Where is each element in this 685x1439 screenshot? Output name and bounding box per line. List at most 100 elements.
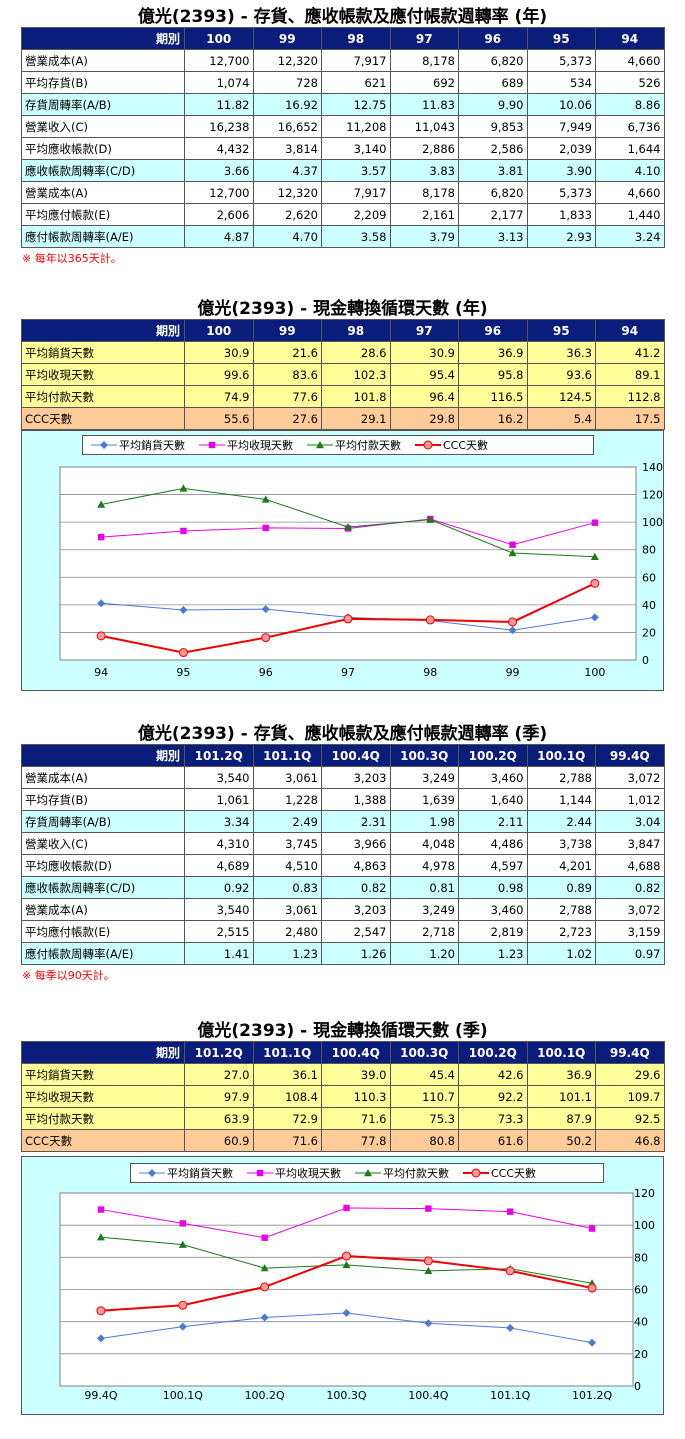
table-row: CCC天數 60.9 71.6 77.8 80.8 61.6 50.2 46.8 xyxy=(21,1129,665,1152)
table-cell: 0.83 xyxy=(252,876,322,899)
table-row: 存貨周轉率(A/B) 3.34 2.49 2.31 1.98 2.11 2.44 3.04 xyxy=(21,810,665,833)
row-label: 應收帳款周轉率(C/D) xyxy=(21,876,185,899)
table-cell: 2,788 xyxy=(526,898,596,921)
y-tick-label: 20 xyxy=(642,626,656,639)
data-point xyxy=(342,1260,351,1269)
legend-label: CCC天數 xyxy=(443,439,489,452)
y-tick-label: 120 xyxy=(634,1187,655,1200)
table-cell: 9.90 xyxy=(458,93,528,116)
table-cell: 77.8 xyxy=(321,1129,391,1152)
table-cell: 3.81 xyxy=(458,159,528,182)
data-point xyxy=(590,578,600,588)
data-point xyxy=(97,533,105,541)
data-point xyxy=(344,523,352,531)
table-cell: 11.82 xyxy=(184,93,254,116)
period-header: 99.4Q xyxy=(595,744,665,767)
table-cell: 110.3 xyxy=(321,1085,391,1108)
table-cell: 4.10 xyxy=(595,159,665,182)
table-cell: 73.3 xyxy=(458,1107,528,1130)
legend-label: 平均銷貨天數 xyxy=(119,439,185,452)
table-cell: 72.9 xyxy=(252,1107,322,1130)
table-cell: 101.8 xyxy=(321,385,391,408)
period-header: 100.3Q xyxy=(389,744,459,767)
table-cell: 4,688 xyxy=(595,854,665,877)
table-cell: 3,140 xyxy=(321,137,391,160)
legend-item: 平均銷貨天數 xyxy=(139,1165,233,1181)
y-tick-label: 40 xyxy=(642,599,656,612)
row-label: 應付帳款周轉率(A/E) xyxy=(21,225,185,248)
data-point xyxy=(505,1266,515,1276)
square-marker-icon xyxy=(247,1169,273,1177)
legend-label: 平均銷貨天數 xyxy=(167,1167,233,1180)
row-label: CCC天數 xyxy=(21,407,185,430)
period-header: 95 xyxy=(526,319,596,342)
table-cell: 101.1 xyxy=(526,1085,596,1108)
legend-item: 平均收現天數 xyxy=(199,437,293,453)
header-row: 期別 101.2Q 101.1Q 100.4Q 100.3Q 100.2Q 100.1Q 99… xyxy=(21,744,665,767)
table-cell: 5,373 xyxy=(526,49,596,72)
table-cell: 108.4 xyxy=(252,1085,322,1108)
table-cell: 46.8 xyxy=(595,1129,665,1152)
table-cell: 2,177 xyxy=(458,203,528,226)
table-cell: 36.9 xyxy=(526,1063,596,1086)
row-label: 存貨周轉率(A/B) xyxy=(21,810,185,833)
table-cell: 3.83 xyxy=(389,159,459,182)
x-tick-label: 101.1Q xyxy=(490,1389,530,1402)
table-row: 營業成本(A) 12,700 12,320 7,917 8,178 6,820 5,373 4… xyxy=(21,49,665,72)
table-cell: 3,061 xyxy=(252,898,322,921)
table-cell: 2,723 xyxy=(526,920,596,943)
table-row: 平均應收帳款(D) 4,432 3,814 3,140 2,886 2,586 2,039 1… xyxy=(21,137,665,160)
period-header: 98 xyxy=(321,319,391,342)
annual-ccc-chart: 平均銷貨天數 平均收現天數 平均付款天數 CCC天數 0 20 40 60 80 100 120 1… xyxy=(21,430,664,691)
table-cell: 1.23 xyxy=(252,942,322,965)
period-header: 94 xyxy=(595,27,665,50)
table-row: 平均付款天數 74.9 77.6 101.8 96.4 116.5 124.5 112.8 xyxy=(21,385,665,408)
table-cell: 3,540 xyxy=(184,766,254,789)
annual-ratio-table-wrap: 期別 100 99 98 97 96 95 94 營業成本(A) 12,700 12,320 7,91… xyxy=(21,27,665,248)
circle-marker-icon xyxy=(415,440,441,450)
table-cell: 3,249 xyxy=(389,898,459,921)
period-header-label: 期別 xyxy=(21,27,185,50)
table-cell: 17.5 xyxy=(595,407,665,430)
table-row: 應付帳款周轉率(A/E) 4.87 4.70 3.58 3.79 3.13 2.93 3.24 xyxy=(21,225,665,248)
table-cell: 4,978 xyxy=(389,854,459,877)
row-label: 平均收現天數 xyxy=(21,1085,185,1108)
period-header: 97 xyxy=(389,319,459,342)
data-point xyxy=(97,599,106,608)
y-tick-label: 120 xyxy=(642,489,663,502)
y-tick-label: 80 xyxy=(642,544,656,557)
data-point xyxy=(178,1322,187,1331)
data-point xyxy=(590,552,599,560)
data-point xyxy=(261,1234,268,1241)
quarter-ccc-chart: 平均銷貨天數 平均收現天數 平均付款天數 CCC天數 0 20 40 60 80 100 120 9… xyxy=(21,1156,664,1415)
table-row: 平均銷貨天數 27.0 36.1 39.0 45.4 42.6 36.9 29.6 xyxy=(21,1063,665,1086)
period-header: 100.1Q xyxy=(526,744,596,767)
table-cell: 0.92 xyxy=(184,876,254,899)
period-header: 99.4Q xyxy=(595,1041,665,1064)
x-tick-label: 100.4Q xyxy=(408,1389,448,1402)
period-header-label: 期別 xyxy=(21,1041,185,1064)
table-cell: 1.98 xyxy=(389,810,459,833)
table-cell: 42.6 xyxy=(458,1063,528,1086)
circle-marker-icon xyxy=(463,1168,489,1178)
table-cell: 1.20 xyxy=(389,942,459,965)
table-row: 營業成本(A) 3,540 3,061 3,203 3,249 3,460 2,788 3,0… xyxy=(21,766,665,789)
data-point xyxy=(260,1264,269,1272)
table-cell: 0.98 xyxy=(458,876,528,899)
table-cell: 7,917 xyxy=(321,49,391,72)
x-tick-label: 94 xyxy=(94,666,108,679)
table-cell: 4.87 xyxy=(184,225,254,248)
data-point xyxy=(179,484,188,492)
table-cell: 3.13 xyxy=(458,225,528,248)
table-cell: 3,738 xyxy=(526,832,596,855)
triangle-marker-icon xyxy=(355,1169,381,1177)
table-cell: 1,644 xyxy=(595,137,665,160)
table-cell: 29.1 xyxy=(321,407,391,430)
table-cell: 2,819 xyxy=(458,920,528,943)
data-point xyxy=(97,1206,105,1213)
table-row: CCC天數 55.6 27.6 29.1 29.8 16.2 5.4 17.5 xyxy=(21,407,665,430)
table-cell: 99.6 xyxy=(184,363,254,386)
quarter-ccc-table-wrap: 期別 101.2Q 101.1Q 100.4Q 100.3Q 100.2Q 100.1Q 99… xyxy=(21,1041,665,1152)
data-point xyxy=(425,615,435,625)
table-row: 平均銷貨天數 30.9 21.6 28.6 30.9 36.9 36.3 41.2 xyxy=(21,341,665,364)
